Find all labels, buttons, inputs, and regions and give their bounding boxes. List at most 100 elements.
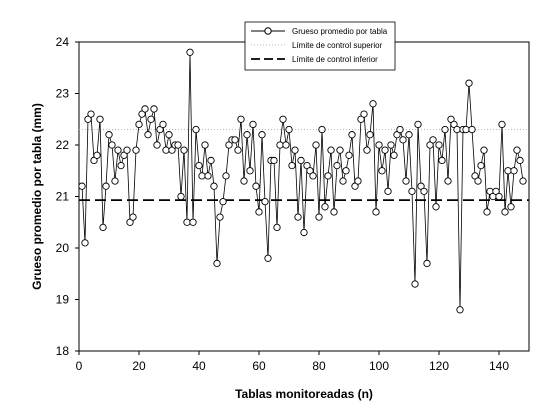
data-point	[378, 167, 386, 175]
data-point	[348, 131, 356, 139]
data-point	[195, 161, 203, 170]
data-point	[270, 156, 278, 165]
data-point	[375, 141, 383, 149]
x-tick-label: 120	[429, 359, 449, 373]
data-point	[414, 120, 422, 129]
data-point	[87, 110, 95, 118]
data-point	[192, 125, 200, 134]
data-point	[237, 115, 245, 123]
x-tick-label: 0	[76, 359, 83, 373]
data-point	[411, 280, 419, 288]
data-point	[408, 187, 416, 196]
x-tick-label: 60	[252, 359, 266, 373]
data-point	[234, 146, 242, 154]
legend: Grueso promedio por tabla Límite de cont…	[244, 21, 396, 71]
data-point	[402, 177, 410, 185]
data-point	[291, 146, 299, 154]
data-point	[129, 213, 137, 221]
data-point	[246, 167, 254, 175]
y-tick-label: 23	[56, 87, 70, 101]
data-point	[420, 187, 428, 196]
data-point	[81, 239, 89, 247]
data-point	[147, 115, 155, 123]
data-point	[345, 151, 353, 159]
data-point	[519, 177, 527, 185]
tick-marks: 0 20 40 60 80 100 120 140 18 19 20 21 22 23 24	[56, 35, 510, 373]
data-point	[144, 131, 152, 139]
data-point	[141, 105, 149, 113]
data-point	[207, 156, 215, 165]
data-point	[369, 100, 377, 108]
data-point	[111, 177, 119, 185]
data-point	[180, 146, 188, 154]
data-point	[390, 151, 398, 159]
data-point	[432, 203, 440, 211]
data-point	[501, 208, 509, 216]
data-point	[255, 208, 263, 216]
data-point	[210, 182, 218, 190]
data-point	[342, 167, 350, 175]
data-point	[186, 48, 194, 56]
data-point	[324, 172, 332, 180]
y-tick-label: 21	[56, 190, 70, 204]
data-point	[453, 125, 461, 134]
data-point	[462, 125, 470, 134]
data-point	[495, 192, 503, 201]
data-point	[372, 208, 380, 216]
y-axis-title: Grueso promedio por tabla (mm)	[30, 103, 44, 290]
y-tick-label: 18	[56, 344, 70, 358]
data-point	[288, 161, 296, 170]
x-tick-label: 40	[192, 359, 206, 373]
data-point	[480, 146, 488, 154]
x-tick-label: 100	[369, 359, 389, 373]
data-point	[159, 120, 167, 129]
data-point	[279, 115, 287, 123]
data-point	[516, 156, 524, 165]
data-point	[294, 213, 302, 221]
data-point	[396, 125, 404, 134]
data-point	[405, 131, 413, 139]
legend-marker-series	[264, 27, 272, 35]
data-point	[366, 131, 374, 139]
data-point	[300, 228, 308, 237]
data-point	[123, 146, 131, 154]
data-point	[135, 120, 143, 129]
data-point	[285, 125, 293, 134]
data-series	[78, 48, 527, 314]
data-point	[96, 115, 104, 123]
data-point	[309, 172, 317, 180]
data-point	[162, 146, 170, 154]
data-point	[444, 177, 452, 185]
data-point	[384, 187, 392, 196]
data-point	[165, 131, 173, 139]
data-point	[177, 192, 185, 201]
data-point	[99, 223, 107, 232]
y-tick-label: 24	[56, 35, 70, 49]
x-tick-label: 80	[312, 359, 326, 373]
data-point	[108, 141, 116, 149]
x-tick-label: 140	[489, 359, 509, 373]
data-point	[456, 306, 464, 314]
data-point	[315, 213, 323, 221]
y-tick-label: 20	[56, 241, 70, 255]
data-point	[438, 156, 446, 165]
data-point	[198, 172, 206, 180]
legend-label-upper-limit: Límite de control superior	[292, 41, 383, 50]
data-point	[507, 203, 515, 211]
data-point	[336, 146, 344, 154]
data-point	[243, 131, 251, 139]
data-point	[498, 120, 506, 129]
data-point	[93, 151, 101, 159]
data-point	[276, 141, 284, 149]
data-point	[117, 161, 125, 170]
data-point	[510, 167, 518, 175]
data-point	[423, 259, 431, 268]
x-tick-label: 20	[132, 359, 146, 373]
data-point	[330, 208, 338, 216]
data-point	[513, 146, 521, 154]
data-point	[261, 197, 269, 206]
data-point	[399, 136, 407, 144]
data-point	[483, 208, 491, 216]
data-point	[468, 125, 476, 134]
data-point	[339, 177, 347, 185]
